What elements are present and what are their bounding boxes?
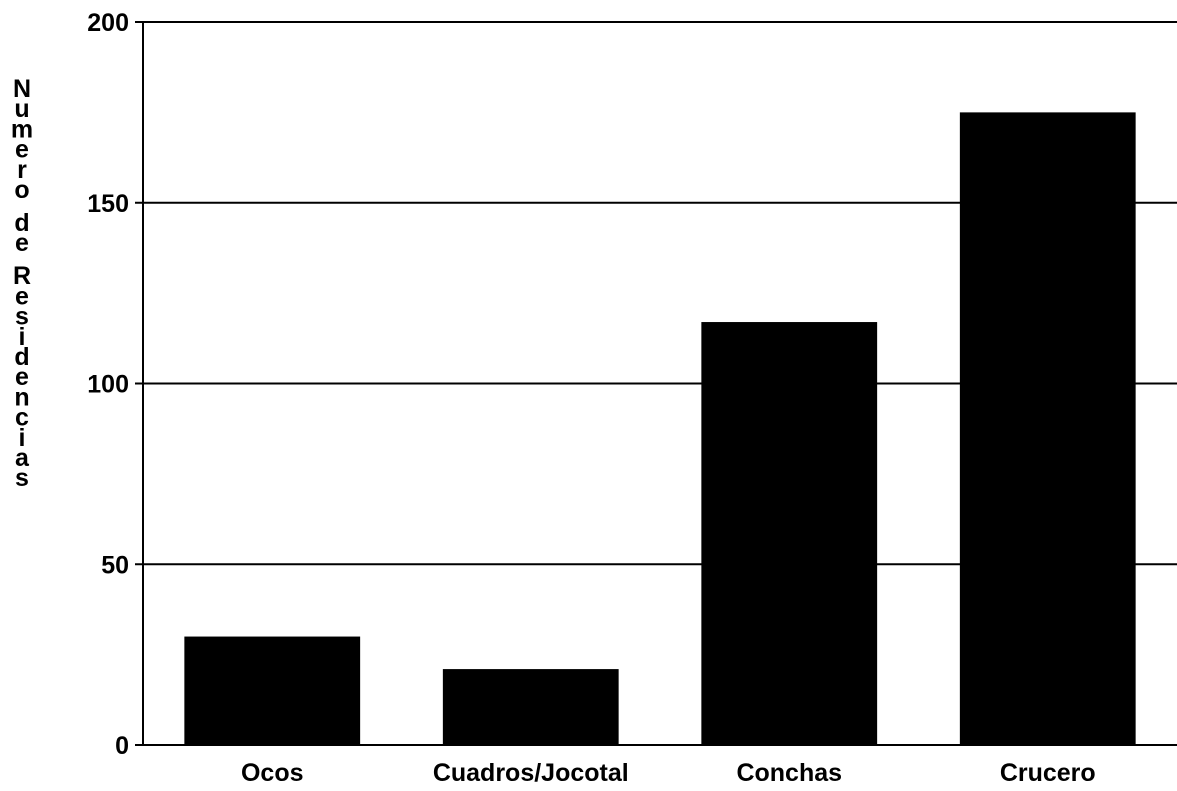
axes [142, 22, 1177, 746]
y-tick-label: 200 [87, 9, 129, 37]
bar-cuadros-jocotal [442, 669, 619, 745]
x-tick-label: Crucero [1000, 759, 1096, 787]
x-tick-label: Conchas [736, 759, 842, 787]
y-tick-label: 50 [101, 551, 129, 579]
y-tick-label: 0 [115, 732, 129, 760]
x-tick-label: Cuadros/Jocotal [433, 759, 629, 787]
bar-conchas [701, 322, 878, 745]
bar-ocos [184, 636, 361, 745]
x-tick-labels: Ocos Cuadros/Jocotal Conchas Crucero [241, 759, 1096, 787]
bars [184, 112, 1136, 745]
y-tick-labels: 0 50 100 150 200 [87, 9, 129, 760]
y-tick-label: 150 [87, 190, 129, 218]
y-tick-label: 100 [87, 371, 129, 399]
x-tick-label: Ocos [241, 759, 304, 787]
bar-crucero [959, 112, 1136, 745]
